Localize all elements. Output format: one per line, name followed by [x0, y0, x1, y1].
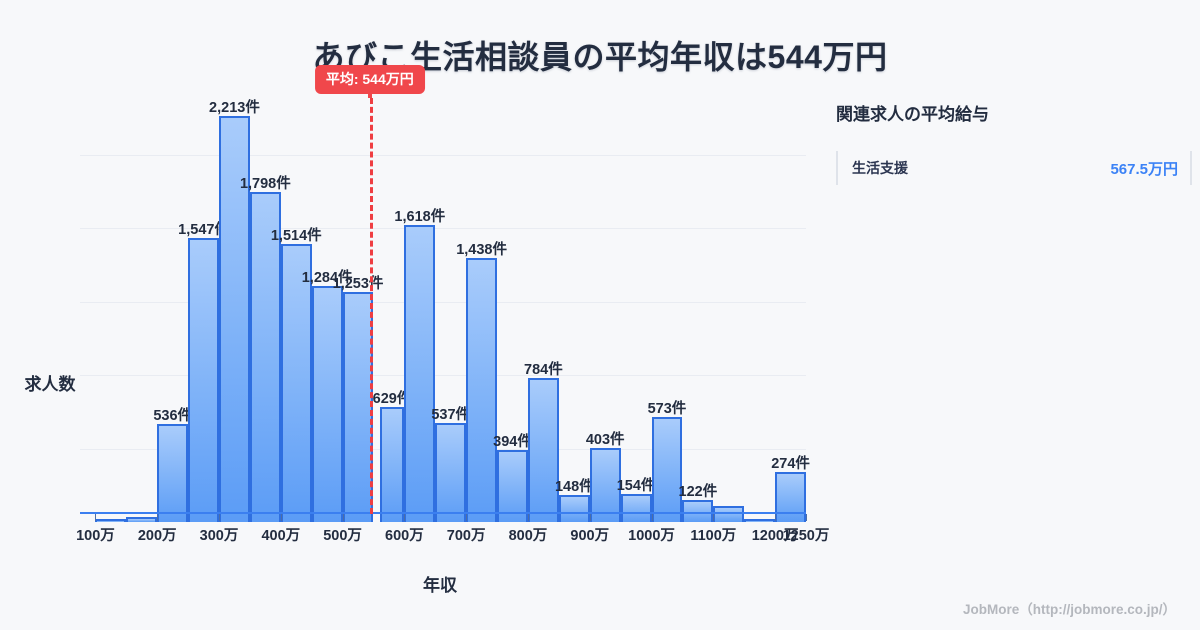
x-axis-tick [280, 514, 282, 521]
x-axis-tick-label: 1000万 [628, 528, 675, 544]
bar[interactable] [744, 519, 776, 522]
average-badge-tail [367, 90, 372, 98]
bar[interactable] [620, 493, 652, 522]
x-axis-tick-label: 300万 [199, 528, 239, 544]
bar[interactable] [497, 449, 528, 522]
bar-value-label: 536件 [153, 407, 193, 424]
gridline [80, 301, 806, 303]
bar-value-label: 403件 [585, 432, 625, 449]
gridline [80, 155, 806, 157]
y-axis-label: 求人数 [24, 375, 76, 394]
bar-value-label: 1,284件 [301, 270, 353, 287]
x-axis-tick-label: 800万 [508, 528, 548, 544]
bar-value-label: 1,798件 [239, 176, 291, 193]
x-axis-tick-label: 900万 [570, 528, 610, 544]
bar-value-label: 394件 [493, 433, 532, 450]
bar-value-label: 274件 [771, 455, 810, 472]
footer-watermark: JobMore（http://jobmore.co.jp/） [963, 602, 1176, 617]
bar[interactable] [249, 192, 281, 522]
bar-value-label: 122件 [678, 483, 718, 500]
bar[interactable] [157, 423, 189, 522]
bar[interactable] [466, 258, 498, 522]
x-axis-tick-label: 100万 [76, 528, 115, 544]
x-axis-tick-label: 400万 [261, 528, 301, 544]
bar[interactable] [379, 406, 405, 522]
histogram-chart: 求人数 536件 1,547件 2,213件 1,798件 1,514件 1,284件 1,… [0, 65, 829, 590]
bar-value-label: 1,547件 [178, 222, 229, 239]
x-axis-baseline [80, 512, 806, 514]
bar[interactable] [651, 416, 683, 522]
bar-value-label: 148件 [554, 478, 594, 495]
bar[interactable] [311, 286, 343, 522]
bar-value-label: 154件 [616, 477, 656, 494]
bar[interactable] [280, 244, 312, 522]
side-panel-rows: 生活支援 567.5万円 [836, 151, 1192, 185]
bar[interactable] [404, 225, 436, 522]
bar-value-label: 1,514件 [270, 228, 322, 245]
x-axis-tick-label: 500万 [323, 528, 362, 544]
bar[interactable] [682, 499, 714, 522]
plot-area: 536件 1,547件 2,213件 1,798件 1,514件 1,284件 1,253件… [80, 100, 810, 522]
x-axis-label: 年収 [423, 576, 457, 595]
x-axis-tick-label: 700万 [446, 528, 486, 544]
bar-value-label: 629件 [372, 390, 412, 407]
gridline [80, 228, 806, 230]
page-title: あびこ生活相談員の平均年収は544万円 [312, 39, 888, 75]
bar-value-label: 1,438件 [456, 242, 508, 259]
related-salary-value: 567.5万円 [1110, 160, 1178, 178]
x-axis-tick-label: 600万 [385, 528, 424, 544]
x-axis-tick [589, 514, 591, 521]
x-axis-tick [157, 514, 159, 521]
bar[interactable] [558, 494, 590, 522]
x-axis-tick [775, 514, 777, 521]
gridline [80, 375, 806, 377]
x-axis-tick [806, 514, 807, 521]
bar-value-label: 1,253件 [332, 276, 384, 293]
x-axis-tick [342, 514, 344, 521]
x-axis-tick [527, 514, 529, 521]
x-axis-tick [404, 514, 406, 521]
x-axis-tick [713, 514, 715, 521]
related-salary-panel: 関連求人の平均給与 生活支援 567.5万円 [836, 100, 1192, 185]
average-line [369, 98, 373, 514]
average-badge: 平均: 544万円 [314, 65, 425, 94]
bar-value-label: 784件 [524, 362, 563, 379]
bar[interactable] [589, 448, 621, 522]
bar[interactable] [126, 516, 158, 522]
side-panel-title: 関連求人の平均給与 [836, 105, 989, 124]
x-axis-tick [651, 514, 653, 521]
related-salary-row: 生活支援 567.5万円 [836, 151, 1192, 185]
bar-value-label: 1,618件 [394, 209, 446, 226]
bar[interactable] [188, 238, 220, 522]
x-axis-tick-label: 1250万 [782, 528, 830, 544]
x-axis-tick [466, 514, 468, 521]
x-axis-tick-label: 1100万 [690, 528, 737, 544]
bar[interactable] [95, 519, 127, 522]
related-salary-name: 生活支援 [852, 160, 908, 176]
bar-value-label: 573件 [647, 400, 687, 417]
bar-value-label: 2,213件 [209, 99, 260, 116]
x-axis-tick [95, 514, 97, 521]
bar[interactable] [219, 115, 250, 522]
x-axis-tick-label: 200万 [137, 528, 177, 544]
bar[interactable] [435, 423, 467, 522]
bar[interactable] [775, 471, 806, 522]
x-axis-tick [219, 514, 221, 521]
bar[interactable] [527, 378, 559, 522]
bar-value-label: 537件 [431, 407, 471, 424]
x-axis-tick-label: 1200万 [751, 528, 799, 544]
